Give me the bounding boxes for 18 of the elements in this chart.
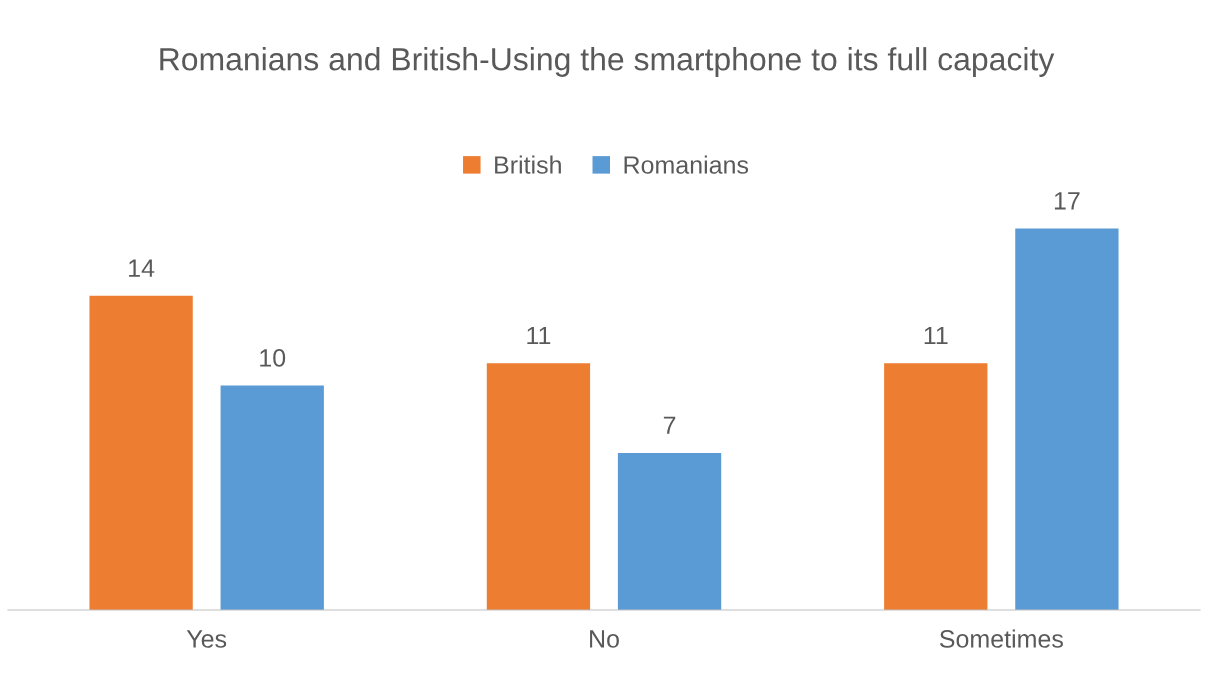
data-label: 7 (663, 416, 676, 434)
bar (617, 452, 722, 610)
data-label: 11 (527, 326, 551, 345)
data-label: 17 (1054, 192, 1080, 210)
data-label: 14 (129, 259, 155, 277)
bar (89, 295, 193, 610)
data-label: 11 (924, 326, 948, 345)
bar (486, 363, 591, 610)
x-tick-label: Yes (186, 630, 227, 648)
x-tick-label: Sometimes (939, 629, 1063, 648)
bar (1015, 228, 1119, 610)
data-label: 10 (260, 349, 286, 367)
x-tick-label: No (590, 630, 619, 648)
bar (220, 385, 324, 610)
bar (884, 363, 988, 610)
chart-title: Romanians and British-Using the smartphone to its full capacity (160, 47, 1055, 77)
legend-label: British (495, 155, 561, 174)
legend-label: Romanians (624, 155, 749, 174)
